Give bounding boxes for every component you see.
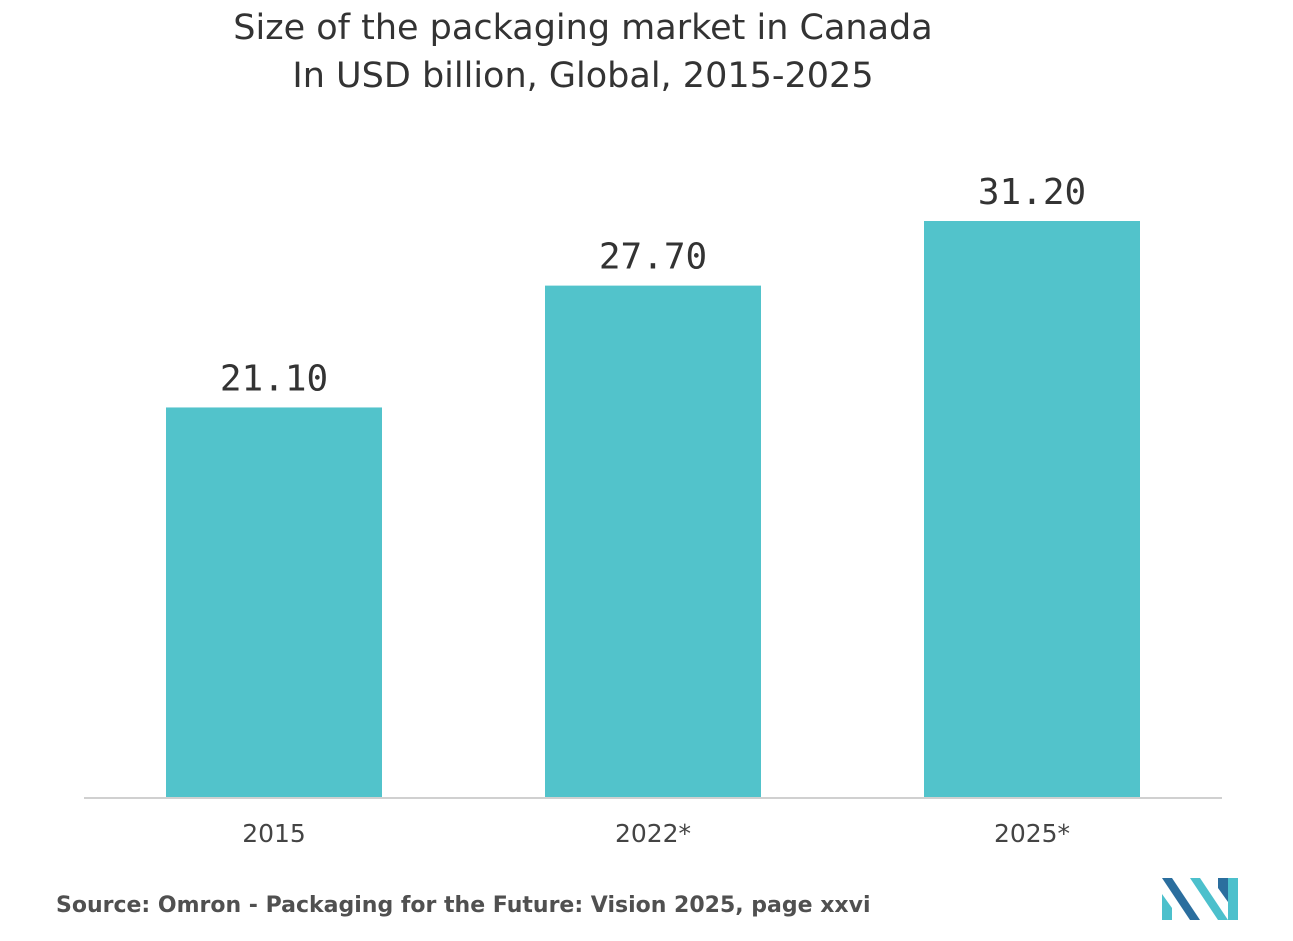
- logo-stroke-1: [1162, 878, 1200, 920]
- data-label: 31.20: [978, 172, 1086, 213]
- x-tick-label: 2022*: [615, 819, 691, 848]
- source-note: Source: Omron - Packaging for the Future…: [56, 893, 871, 918]
- x-tick-label: 2015: [242, 819, 306, 848]
- chart-title: Size of the packaging market in Canada: [233, 8, 933, 48]
- bar-2022: [545, 285, 761, 797]
- logo-stroke-4: [1218, 878, 1228, 902]
- x-tick-label: 2025*: [994, 819, 1070, 848]
- chart-subtitle: In USD billion, Global, 2015-2025: [292, 56, 874, 96]
- brand-logo-icon: [1162, 878, 1238, 920]
- logo-stroke-2: [1162, 894, 1172, 920]
- bar-2025: [924, 221, 1140, 797]
- bar-2015: [166, 407, 382, 797]
- logo-stroke-3: [1190, 878, 1228, 920]
- logo-stroke-5: [1228, 878, 1238, 920]
- data-label: 21.10: [220, 358, 328, 399]
- data-label: 27.70: [599, 237, 707, 278]
